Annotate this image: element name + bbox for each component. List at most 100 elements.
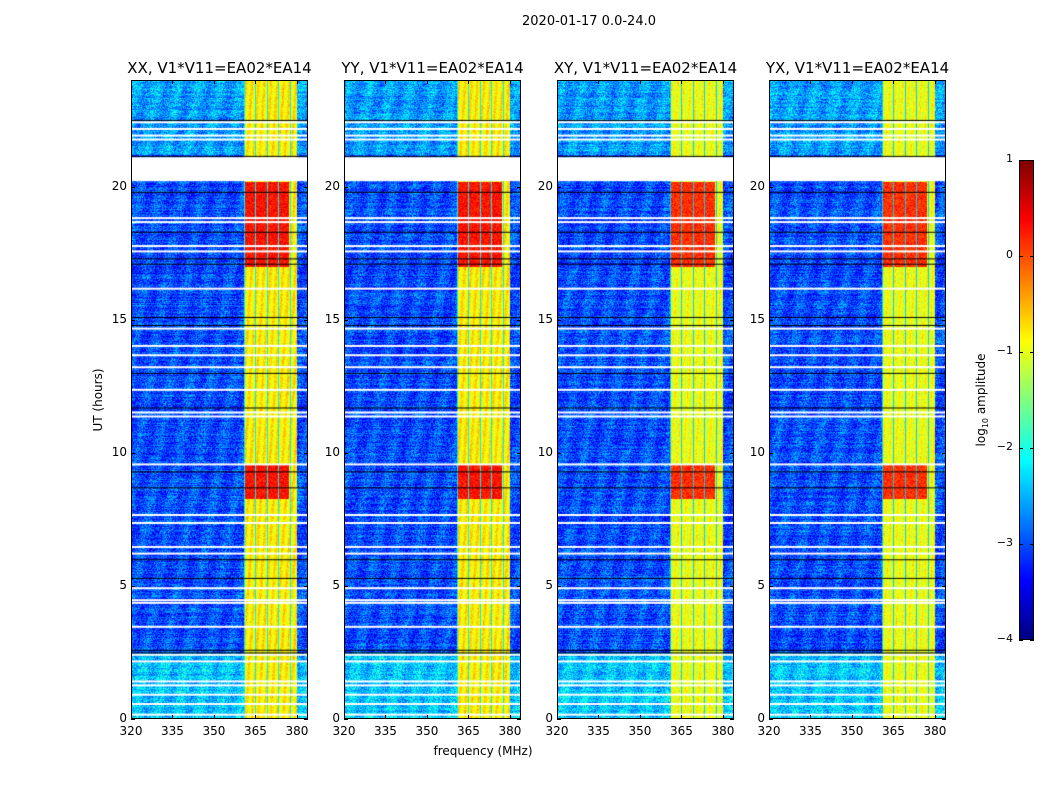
y-tick <box>517 452 521 454</box>
y-tick-label: 20 <box>749 178 765 193</box>
y-tick <box>344 319 348 321</box>
y-tick-label: 0 <box>332 711 340 725</box>
y-tick <box>942 319 946 321</box>
y-tick <box>517 585 521 587</box>
x-tick-label: 380 <box>285 724 309 738</box>
x-axis-label: frequency (MHz) <box>433 744 533 758</box>
x-tick <box>468 715 470 719</box>
panel-frame <box>344 80 521 719</box>
colorbar-frame <box>1019 160 1034 640</box>
y-tick-label: 15 <box>324 311 340 326</box>
x-tick <box>426 715 428 719</box>
x-tick-label: 320 <box>332 724 356 738</box>
colorbar-gradient <box>1019 160 1034 640</box>
y-tick <box>942 452 946 454</box>
x-tick <box>722 80 724 84</box>
spectrogram-panel <box>557 80 734 720</box>
x-tick-label: 365 <box>882 724 905 738</box>
x-tick-label: 380 <box>498 724 522 738</box>
x-tick <box>344 715 345 719</box>
y-tick <box>942 719 946 720</box>
colorbar-tick <box>1030 640 1034 641</box>
colorbar-tick <box>1030 544 1034 545</box>
x-tick-label: 320 <box>119 724 143 738</box>
x-tick-label: 335 <box>374 724 397 738</box>
x-tick-label: 380 <box>923 724 947 738</box>
y-tick-label: 10 <box>749 444 765 459</box>
colorbar-tick <box>1019 640 1023 641</box>
y-tick <box>304 719 308 720</box>
x-tick <box>639 715 641 719</box>
x-tick <box>131 715 132 719</box>
y-tick <box>557 319 561 321</box>
figure-title: 2020-01-17 0.0-24.0 <box>522 14 656 29</box>
colorbar-tick <box>1030 256 1034 257</box>
y-tick <box>344 452 348 454</box>
x-tick <box>851 80 853 84</box>
x-tick-label: 335 <box>161 724 184 738</box>
y-tick <box>517 319 521 321</box>
x-tick-label: 350 <box>415 724 439 738</box>
spectrogram-image <box>131 80 308 719</box>
colorbar-tick <box>1019 352 1023 353</box>
x-tick-label: 320 <box>757 724 781 738</box>
y-tick <box>131 186 135 188</box>
panel-frame <box>769 80 946 719</box>
y-tick <box>344 585 348 587</box>
spectrogram-panel <box>131 80 308 720</box>
y-tick <box>730 319 734 321</box>
y-tick-label: 15 <box>111 311 127 326</box>
x-tick <box>213 715 215 719</box>
y-tick <box>730 186 734 188</box>
y-tick <box>769 186 773 188</box>
y-tick-label: 20 <box>324 178 340 193</box>
x-tick <box>172 715 174 719</box>
x-tick <box>810 715 812 719</box>
x-tick-label: 365 <box>457 724 480 738</box>
x-tick-label: 320 <box>545 724 569 738</box>
x-tick <box>344 80 345 84</box>
y-tick <box>942 585 946 587</box>
y-tick <box>304 186 308 188</box>
x-tick <box>639 80 641 84</box>
y-tick-label: 5 <box>545 577 553 592</box>
y-tick <box>769 452 773 454</box>
x-tick <box>722 715 724 719</box>
y-tick <box>557 585 561 587</box>
x-tick <box>296 715 298 719</box>
y-tick <box>517 719 521 720</box>
y-tick <box>131 319 135 321</box>
x-tick <box>509 715 511 719</box>
spectrogram-panel <box>344 80 521 720</box>
x-tick <box>557 715 558 719</box>
x-tick-label: 335 <box>799 724 822 738</box>
x-tick <box>681 715 683 719</box>
colorbar-tick-label: 0 <box>1006 248 1013 261</box>
colorbar <box>1019 160 1034 641</box>
x-tick <box>426 80 428 84</box>
spectrogram-image <box>344 80 521 719</box>
x-tick-label: 365 <box>244 724 267 738</box>
x-tick-label: 380 <box>711 724 735 738</box>
x-tick <box>934 715 936 719</box>
colorbar-tick <box>1019 544 1023 545</box>
x-tick <box>213 80 215 84</box>
y-tick-label: 5 <box>119 577 127 592</box>
colorbar-label: log10 amplitude <box>973 353 991 447</box>
y-tick <box>730 585 734 587</box>
y-tick <box>769 719 773 720</box>
colorbar-tick-label: 1 <box>1006 152 1013 165</box>
x-tick <box>934 80 936 84</box>
y-tick <box>517 186 521 188</box>
panel-title: YX, V1*V11=EA02*EA14 <box>765 59 950 77</box>
y-tick <box>344 186 348 188</box>
y-tick <box>769 585 773 587</box>
x-tick <box>893 715 895 719</box>
y-tick-label: 5 <box>757 577 765 592</box>
x-tick-label: 350 <box>840 724 864 738</box>
spectrogram-panel <box>769 80 946 720</box>
y-tick <box>557 719 561 720</box>
y-tick <box>557 186 561 188</box>
y-tick <box>304 585 308 587</box>
colorbar-tick-label: −1 <box>996 344 1013 357</box>
